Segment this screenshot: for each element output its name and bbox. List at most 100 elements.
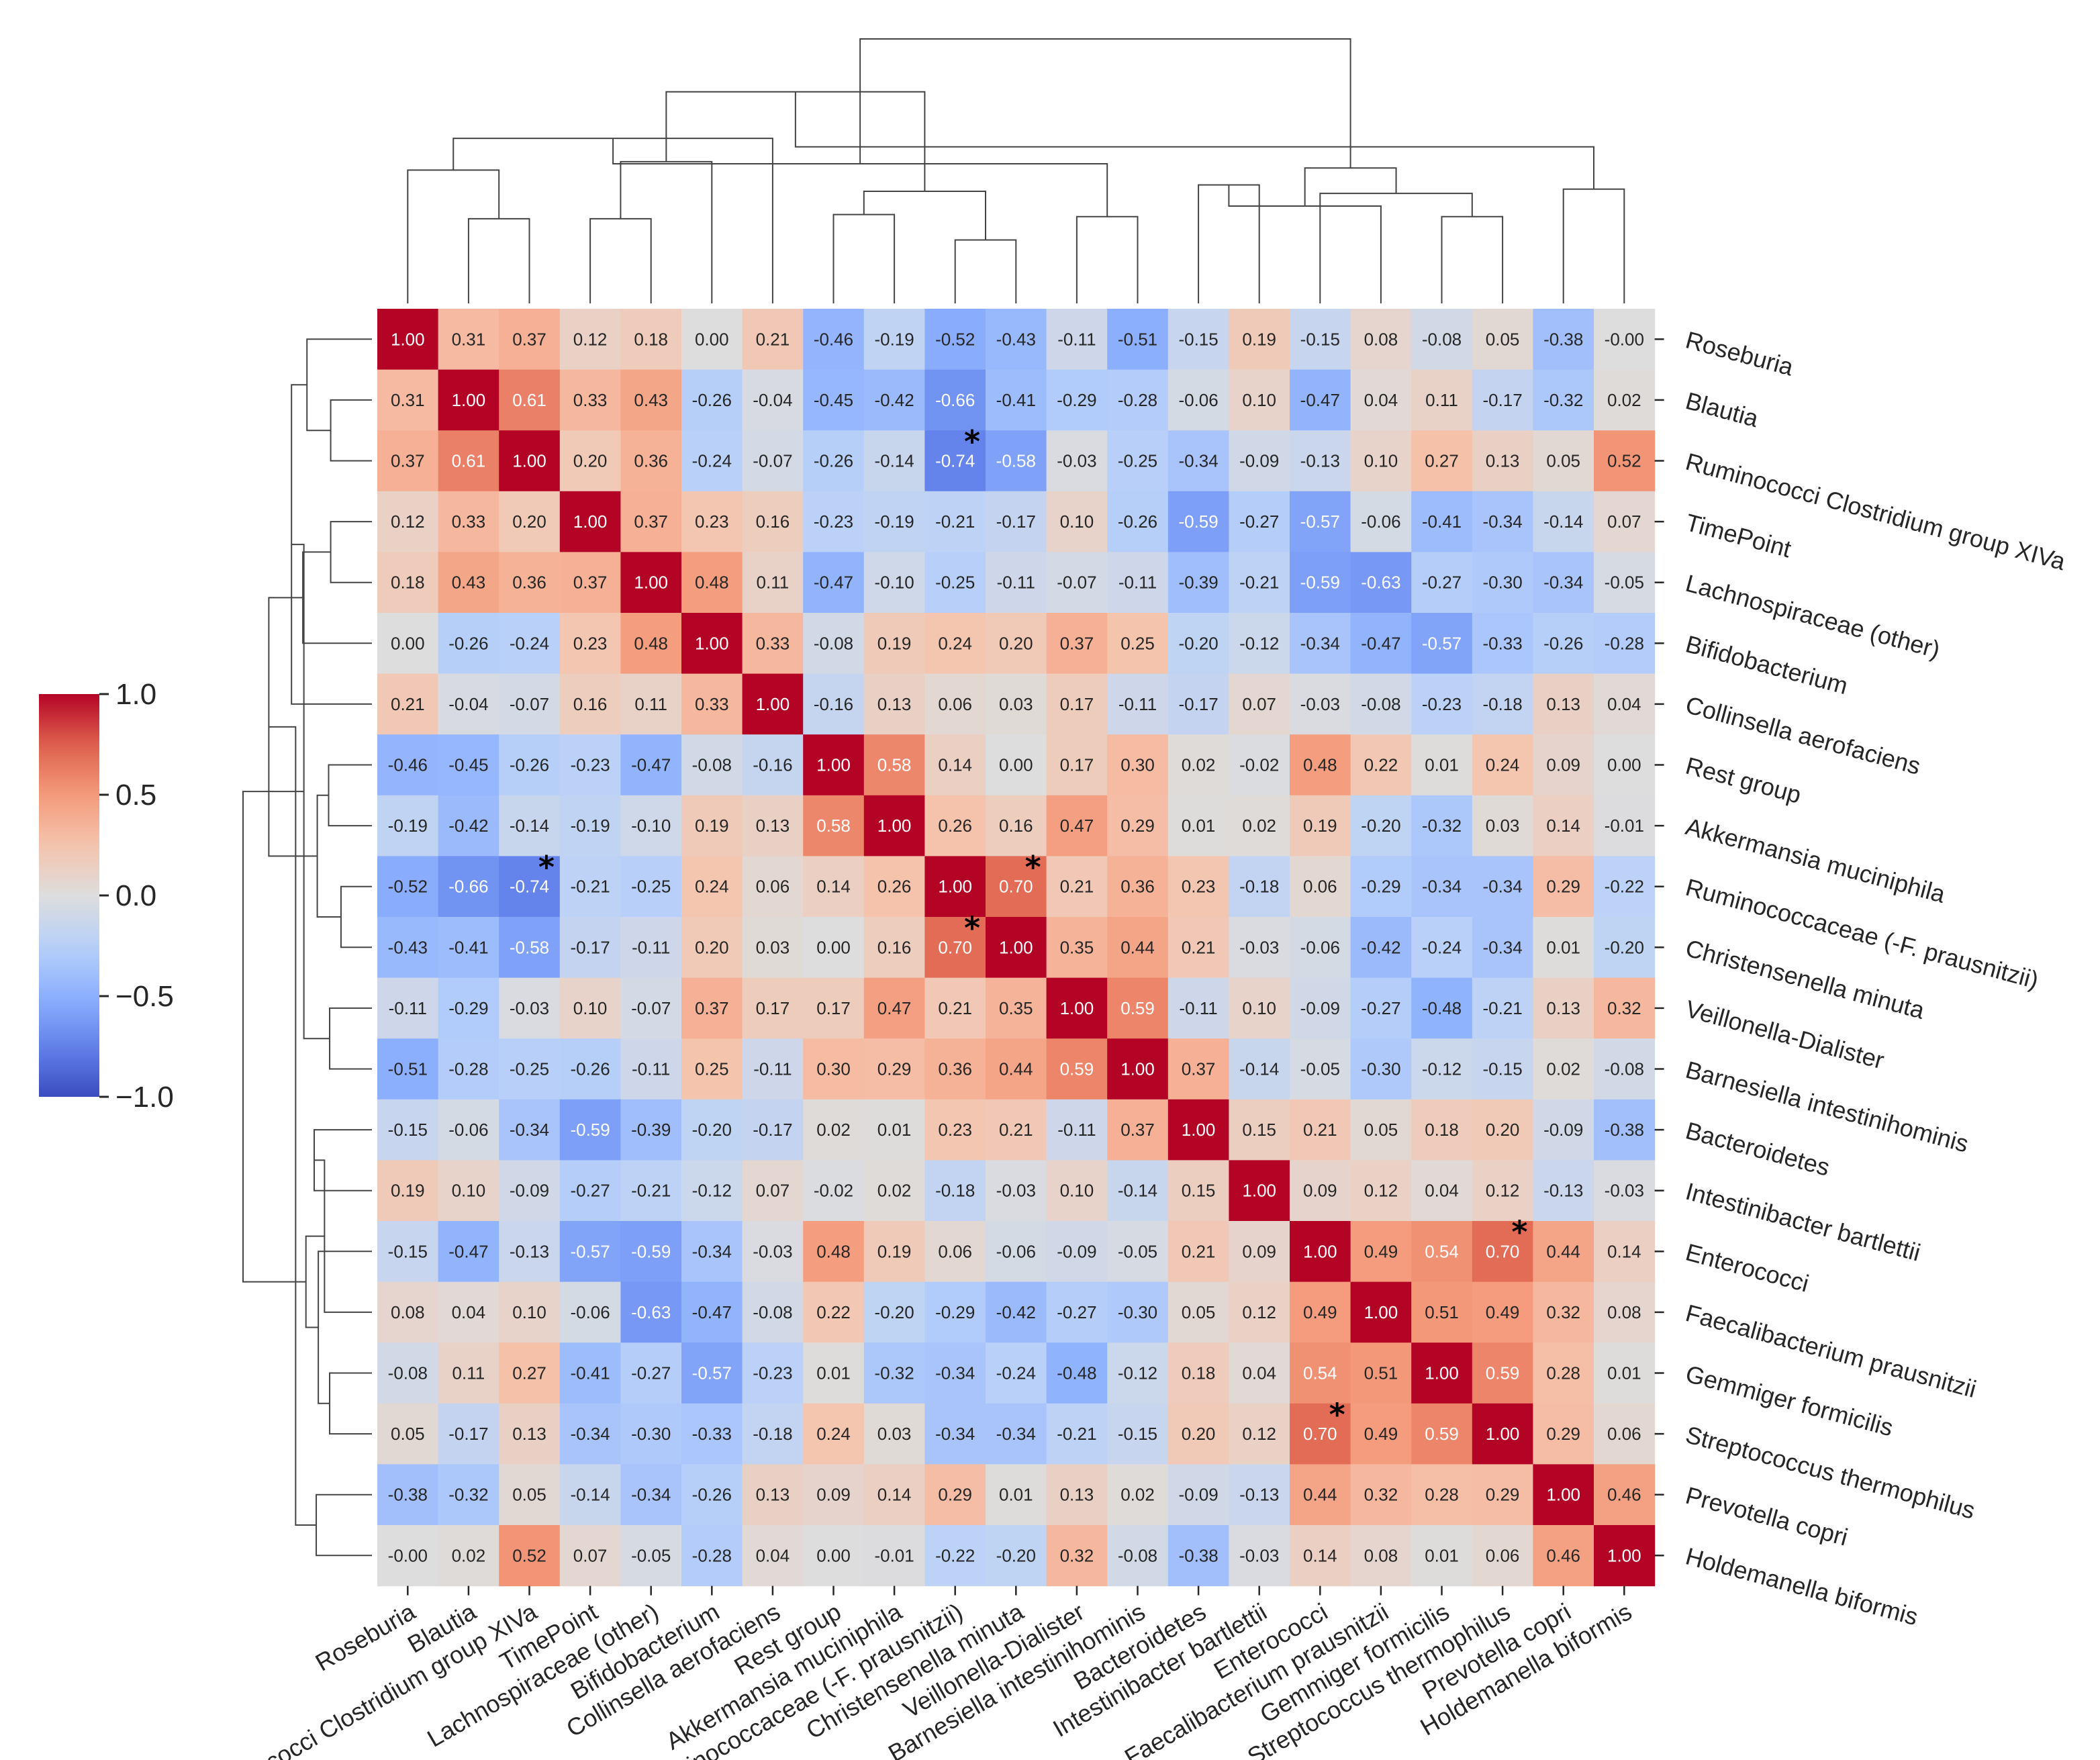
cell-value: 0.32 <box>1607 998 1641 1018</box>
heatmap-cell <box>1167 917 1229 979</box>
row-label: Holdemanella biformis <box>1683 1542 1921 1630</box>
cell-value: 0.10 <box>1060 511 1094 532</box>
cell-value: 0.00 <box>999 755 1033 775</box>
cell-value: -0.74 <box>510 877 549 897</box>
row-label: Blautia <box>1683 387 1762 432</box>
cell-value: -0.11 <box>753 1059 792 1079</box>
dendrogram-branch <box>794 91 1594 189</box>
cell-value: 0.03 <box>756 937 790 957</box>
cell-value: 0.48 <box>816 1241 851 1261</box>
heatmap-cell <box>803 1342 865 1404</box>
heatmap-cell <box>1046 734 1108 796</box>
heatmap-cell <box>1411 856 1473 918</box>
cell-value: 0.15 <box>1242 1120 1276 1140</box>
cell-value: -0.34 <box>935 1363 975 1383</box>
cell-value: -0.11 <box>1057 1120 1096 1140</box>
cell-value: 0.19 <box>391 1181 425 1201</box>
heatmap-cell <box>620 1281 682 1343</box>
heatmap-cell <box>924 1160 986 1222</box>
cell-value: 0.16 <box>573 694 608 714</box>
cell-value: 1.00 <box>452 390 486 410</box>
heatmap-cell <box>1167 1281 1229 1343</box>
dendrogram-branch <box>467 217 530 303</box>
cell-value: -0.39 <box>631 1120 671 1140</box>
cell-value: -0.06 <box>1361 511 1400 532</box>
cell-value: 0.04 <box>1364 390 1398 410</box>
cell-value: 1.00 <box>1060 998 1094 1018</box>
cell-value: 0.16 <box>756 511 790 532</box>
heatmap-cell <box>863 673 925 735</box>
heatmap-cell <box>924 491 986 552</box>
cell-value: 0.07 <box>1242 694 1276 714</box>
cell-value: 0.21 <box>1182 937 1216 957</box>
significance-star: * <box>538 849 555 885</box>
heatmap-cell <box>1411 1099 1473 1161</box>
heatmap-cell <box>1472 430 1533 492</box>
cell-value: 0.02 <box>877 1181 912 1201</box>
cell-value: -0.26 <box>692 1485 732 1505</box>
heatmap-cell <box>681 1160 743 1222</box>
cell-value: 0.20 <box>1182 1424 1216 1444</box>
cell-value: -0.23 <box>753 1363 792 1383</box>
cell-value: -0.52 <box>388 877 428 897</box>
cell-value: 0.02 <box>1546 1059 1580 1079</box>
cell-value: -0.26 <box>510 755 549 775</box>
heatmap-cell <box>1411 1281 1473 1343</box>
cell-value: 1.00 <box>1120 1059 1155 1079</box>
cell-value: 0.01 <box>1607 1363 1641 1383</box>
cell-value: -0.20 <box>1178 633 1218 653</box>
cell-value: -0.34 <box>935 1424 975 1444</box>
heatmap-cell <box>1411 1403 1473 1465</box>
heatmap-cell <box>1594 1281 1656 1343</box>
heatmap-cell <box>681 491 743 552</box>
cell-value: 0.37 <box>1060 633 1094 653</box>
cell-value: -0.59 <box>631 1241 671 1261</box>
heatmap-cell <box>1229 1403 1290 1465</box>
heatmap-cell <box>1107 977 1169 1039</box>
cell-value: 0.05 <box>1486 329 1520 349</box>
cell-value: 0.52 <box>512 1545 546 1565</box>
cell-value: 0.29 <box>938 1485 972 1505</box>
heatmap-cell <box>1107 1525 1169 1587</box>
cell-value: -0.66 <box>935 390 975 410</box>
heatmap-cell <box>1046 795 1108 857</box>
cell-value: -0.15 <box>1118 1424 1157 1444</box>
heatmap-cell <box>924 1099 986 1161</box>
heatmap-cell <box>863 1403 925 1465</box>
cell-value: -0.26 <box>814 451 853 471</box>
cell-value: -0.18 <box>1239 877 1279 897</box>
heatmap-cell <box>1472 1403 1533 1465</box>
heatmap-cell <box>559 552 621 614</box>
heatmap-cell <box>620 1038 682 1100</box>
heatmap-cell <box>559 1038 621 1100</box>
heatmap-cell <box>499 1099 561 1161</box>
cell-value: -0.34 <box>1178 451 1218 471</box>
cell-value: -0.42 <box>448 816 488 836</box>
heatmap-cell <box>1167 795 1229 857</box>
cell-value: 0.06 <box>938 694 972 714</box>
heatmap-cell <box>1594 309 1656 371</box>
heatmap-cell <box>1046 1038 1108 1100</box>
cell-value: -0.21 <box>631 1181 671 1201</box>
cell-value: -0.47 <box>692 1302 732 1322</box>
cell-value: 0.20 <box>512 511 546 532</box>
heatmap-cell <box>681 1099 743 1161</box>
heatmap-cell <box>1411 734 1473 796</box>
heatmap-cell <box>803 1221 865 1283</box>
heatmap-cell <box>620 491 682 552</box>
heatmap-cell <box>1229 1464 1290 1526</box>
cell-value: -0.43 <box>388 937 428 957</box>
heatmap-cell <box>1107 1160 1169 1222</box>
dendrogram-branch <box>329 1007 372 1070</box>
cell-value: -0.25 <box>510 1059 549 1079</box>
heatmap-cell <box>863 369 925 431</box>
cell-value: 0.22 <box>1364 755 1398 775</box>
heatmap-cell <box>559 491 621 552</box>
cell-value: 0.51 <box>1364 1363 1398 1383</box>
cell-value: 0.20 <box>999 633 1033 653</box>
cell-value: 0.23 <box>938 1120 972 1140</box>
heatmap-cell <box>1167 309 1229 371</box>
heatmap-cell <box>1533 369 1594 431</box>
cell-value: -0.20 <box>692 1120 732 1140</box>
